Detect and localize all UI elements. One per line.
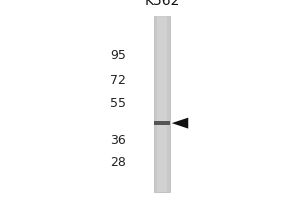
- Bar: [154, 121, 170, 125]
- Text: 95: 95: [110, 49, 126, 62]
- Bar: [157, 16, 167, 192]
- Text: 36: 36: [110, 134, 126, 147]
- Text: 28: 28: [110, 156, 126, 169]
- Polygon shape: [172, 118, 188, 129]
- Text: 55: 55: [110, 97, 126, 110]
- Text: K562: K562: [144, 0, 180, 8]
- Text: 72: 72: [110, 74, 126, 87]
- Bar: [154, 16, 170, 192]
